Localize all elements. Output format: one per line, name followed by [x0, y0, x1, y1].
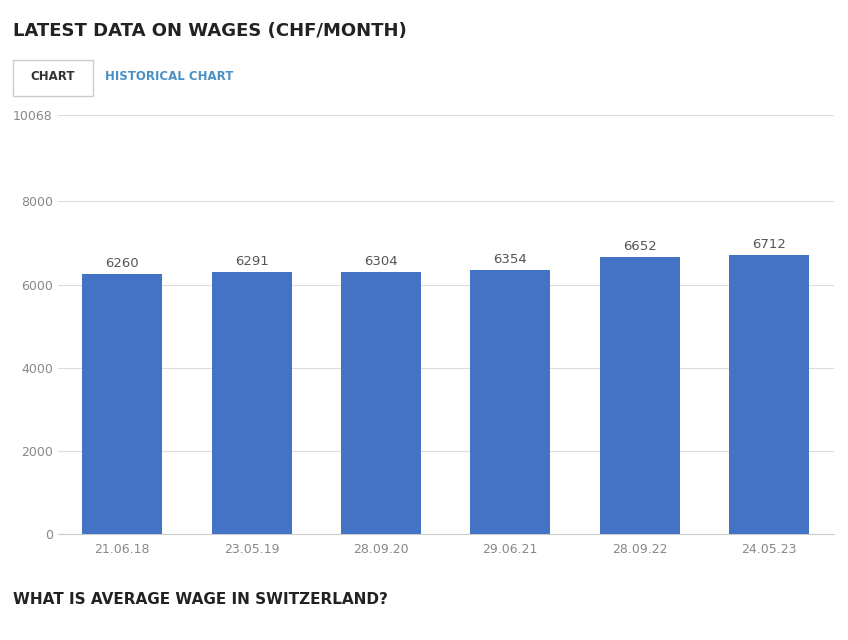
- Text: WHAT IS AVERAGE WAGE IN SWITZERLAND?: WHAT IS AVERAGE WAGE IN SWITZERLAND?: [13, 592, 388, 607]
- FancyBboxPatch shape: [13, 60, 93, 95]
- Bar: [82, 274, 163, 534]
- Text: 6291: 6291: [235, 255, 269, 268]
- Text: LATEST DATA ON WAGES (CHF/MONTH): LATEST DATA ON WAGES (CHF/MONTH): [13, 22, 406, 40]
- Bar: [600, 257, 680, 534]
- Text: 6652: 6652: [622, 240, 656, 253]
- Text: HISTORICAL CHART: HISTORICAL CHART: [105, 70, 234, 83]
- Text: 6354: 6354: [494, 253, 527, 266]
- Text: 6304: 6304: [364, 255, 398, 268]
- Bar: [341, 272, 421, 534]
- Bar: [211, 273, 292, 534]
- Bar: [470, 270, 550, 534]
- Text: 6260: 6260: [105, 257, 139, 269]
- Text: CHART: CHART: [31, 70, 75, 83]
- Text: 6712: 6712: [752, 238, 786, 251]
- Bar: [728, 255, 809, 534]
